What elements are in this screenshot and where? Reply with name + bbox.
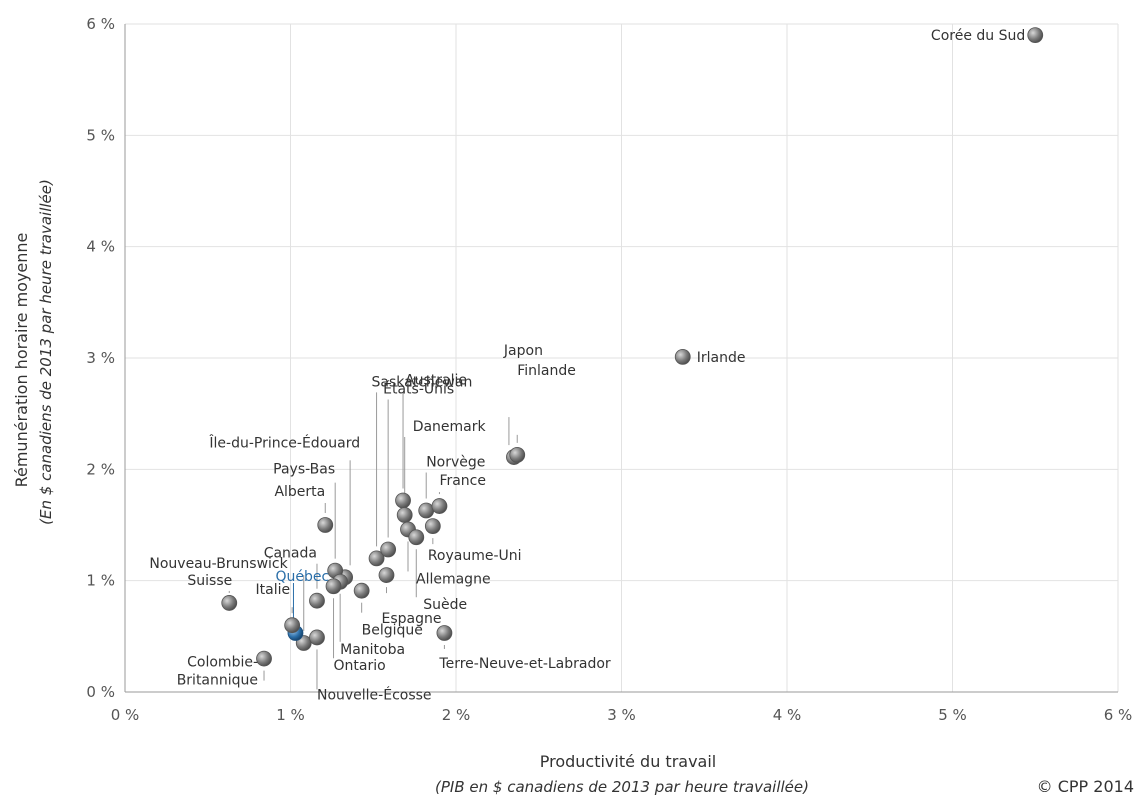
data-point — [309, 629, 325, 646]
point-label: Saskatchewan — [372, 374, 473, 390]
y-tick-label: 2 % — [86, 460, 115, 478]
point-label: Canada — [264, 546, 317, 562]
point-label: Île-du-Prince-Édouard — [208, 433, 360, 451]
point-label: Manitoba — [340, 642, 405, 658]
x-tick-label: 6 % — [1104, 706, 1133, 724]
data-point — [380, 541, 397, 558]
point-label: Finlande — [517, 363, 576, 379]
y-axis-title: Rémunération horaire moyenne — [12, 233, 31, 488]
grid — [125, 23, 1119, 692]
point-label: Norvège — [426, 455, 485, 471]
axes — [124, 24, 1118, 693]
data-point — [368, 550, 385, 567]
data-point — [396, 507, 413, 523]
data-point — [325, 578, 342, 595]
point-label: Royaume-Uni — [428, 548, 522, 564]
point-label: Espagne — [381, 611, 441, 627]
data-point — [378, 567, 395, 583]
data-point — [309, 592, 325, 609]
point-label: Italie — [256, 582, 291, 598]
data-point — [221, 595, 238, 611]
point-label: Japon — [503, 343, 543, 359]
data-points — [221, 27, 1044, 667]
point-label: Alberta — [274, 484, 325, 500]
x-tick-label: 0 % — [111, 706, 140, 724]
data-point — [418, 502, 435, 519]
x-tick-label: 1 % — [276, 706, 305, 724]
x-axis-subtitle: (PIB en $ canadiens de 2013 par heure tr… — [435, 778, 809, 796]
data-point — [353, 582, 370, 599]
point-label: Pays-Bas — [273, 462, 335, 478]
data-point — [395, 492, 411, 509]
y-tick-label: 5 % — [86, 126, 115, 144]
data-point — [408, 529, 425, 546]
y-tick-label: 4 % — [86, 238, 115, 256]
data-point — [674, 348, 691, 365]
x-tick-label: 5 % — [938, 706, 967, 724]
y-tick-label: 0 % — [86, 683, 115, 701]
y-tick-label: 3 % — [86, 349, 115, 367]
point-label: Colombie-Britannique — [177, 655, 258, 689]
data-point — [424, 518, 441, 535]
data-point — [436, 625, 453, 641]
y-axis-subtitle: (En $ canadiens de 2013 par heure travai… — [37, 179, 55, 525]
point-label: Australie — [405, 373, 467, 389]
point-label: Allemagne — [416, 571, 491, 587]
data-point — [431, 498, 448, 514]
point-label: Ontario — [334, 658, 386, 674]
tick-labels: 0 % 1 % 2 % 3 % 4 % 5 % 6 % 0 % 1 % 2 % 3 % 4 % 5 % 6… — [86, 15, 1132, 724]
point-labels: Corée du Sud Irlande Japon Finlande Saskatch… — [149, 28, 1025, 703]
point-label: Nouvelle-Écosse — [317, 686, 432, 703]
x-tick-label: 3 % — [607, 706, 636, 724]
point-label: États-Unis — [383, 380, 454, 397]
x-tick-label: 4 % — [773, 706, 802, 724]
data-point — [284, 617, 301, 634]
leader-lines — [228, 392, 518, 690]
data-point — [256, 650, 272, 667]
point-label: Corée du Sud — [931, 28, 1025, 44]
point-label: France — [439, 473, 486, 489]
x-axis-title: Productivité du travail — [540, 752, 717, 771]
data-point — [1027, 27, 1044, 44]
point-label: Terre-Neuve-et-Labrador — [438, 656, 611, 672]
point-label: Suisse — [187, 573, 232, 589]
point-label: Danemark — [413, 419, 487, 435]
point-label: Suède — [423, 597, 467, 613]
x-tick-label: 2 % — [442, 706, 471, 724]
point-label: Belgique — [362, 623, 423, 639]
point-label: Nouveau-Brunswick — [149, 556, 288, 572]
copyright: © CPP 2014 — [1037, 777, 1134, 796]
y-tick-label: 6 % — [86, 15, 115, 33]
data-point — [317, 517, 334, 533]
point-label: Irlande — [697, 350, 746, 366]
data-point — [509, 446, 526, 463]
point-label: Québec — [275, 569, 329, 585]
y-tick-label: 1 % — [86, 572, 115, 590]
